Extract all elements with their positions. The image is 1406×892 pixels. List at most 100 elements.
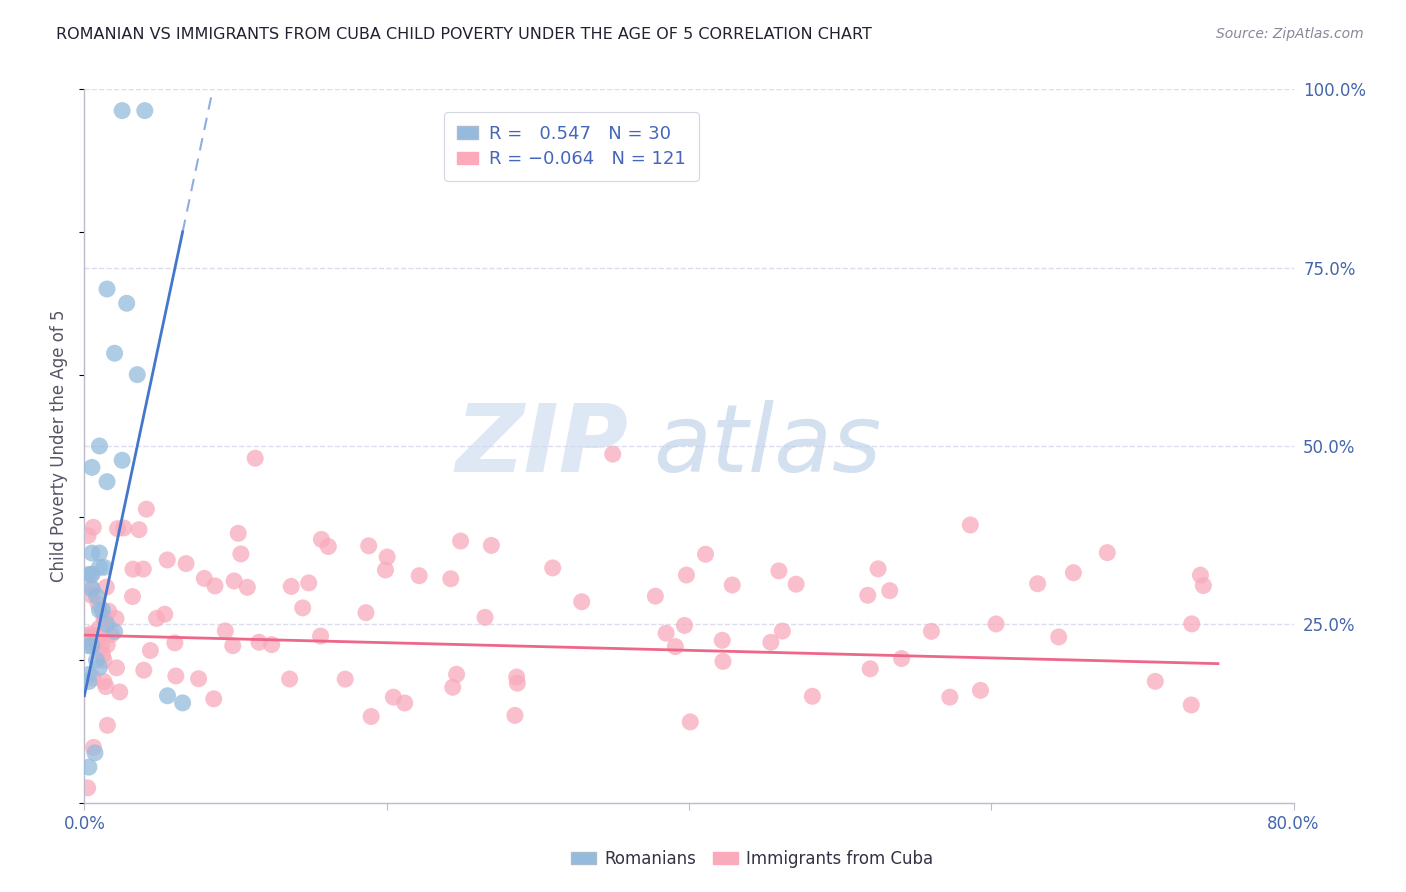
Point [174, 557, 197, 571]
Point [80, 546, 103, 560]
Point [96, 475, 118, 489]
Point [91, 648, 114, 662]
Point [204, 579, 226, 593]
Point [1047, 630, 1070, 644]
Point [541, 561, 564, 575]
Point [93, 674, 115, 689]
Point [108, 685, 131, 699]
Point [132, 562, 155, 576]
Point [505, 670, 527, 684]
Point [759, 635, 782, 649]
Point [374, 563, 396, 577]
Point [711, 633, 734, 648]
Point [77, 760, 100, 774]
Point [357, 539, 380, 553]
Point [193, 571, 215, 585]
Point [226, 526, 249, 541]
Point [675, 568, 697, 582]
Point [868, 562, 890, 576]
Point [856, 588, 879, 602]
Point [664, 640, 686, 654]
Point [104, 611, 127, 625]
Point [309, 629, 332, 643]
Point [298, 575, 321, 590]
Point [785, 577, 807, 591]
Point [172, 696, 194, 710]
Point [80, 460, 103, 475]
Point [382, 690, 405, 705]
Text: ZIP: ZIP [456, 400, 628, 492]
Point [80, 627, 103, 641]
Point [711, 654, 734, 668]
Text: ROMANIAN VS IMMIGRANTS FROM CUBA CHILD POVERTY UNDER THE AGE OF 5 CORRELATION CH: ROMANIAN VS IMMIGRANTS FROM CUBA CHILD P… [56, 27, 872, 42]
Point [89, 546, 111, 560]
Point [77, 639, 100, 653]
Point [94, 610, 117, 624]
Legend: R =   0.547   N = 30, R = −0.064   N = 121: R = 0.547 N = 30, R = −0.064 N = 121 [444, 112, 699, 181]
Point [93, 612, 115, 626]
Point [115, 296, 138, 310]
Point [224, 574, 246, 588]
Point [890, 651, 912, 665]
Point [122, 562, 145, 576]
Point [127, 368, 149, 382]
Point [96, 638, 118, 652]
Point [1189, 568, 1212, 582]
Point [1192, 578, 1215, 592]
Point [1180, 698, 1202, 712]
Point [86, 589, 108, 603]
Point [156, 553, 179, 567]
Point [96, 282, 118, 296]
Point [89, 660, 111, 674]
Point [214, 624, 236, 638]
Point [134, 103, 156, 118]
Point [153, 607, 176, 622]
Point [1026, 576, 1049, 591]
Point [96, 580, 118, 594]
Point [506, 676, 529, 690]
Point [104, 346, 127, 360]
Point [222, 639, 245, 653]
Text: atlas: atlas [652, 401, 882, 491]
Point [202, 691, 225, 706]
Point [89, 603, 111, 617]
Point [82, 671, 104, 685]
Point [1062, 566, 1084, 580]
Point [89, 439, 111, 453]
Point [83, 740, 105, 755]
Point [939, 690, 962, 705]
Point [112, 521, 135, 535]
Point [644, 589, 666, 603]
Point [156, 689, 179, 703]
Point [920, 624, 942, 639]
Point [93, 560, 115, 574]
Point [879, 583, 901, 598]
Point [77, 567, 100, 582]
Point [278, 672, 301, 686]
Point [1097, 546, 1119, 560]
Point [571, 595, 593, 609]
Point [441, 680, 464, 694]
Point [354, 606, 377, 620]
Point [602, 447, 624, 461]
Point [446, 667, 468, 681]
Point [86, 653, 108, 667]
Point [80, 567, 103, 582]
Point [94, 680, 117, 694]
Point [91, 603, 114, 617]
Point [96, 617, 118, 632]
Point [86, 636, 108, 650]
Point [128, 523, 150, 537]
Point [86, 629, 108, 643]
Point [105, 661, 128, 675]
Point [135, 502, 157, 516]
Point [770, 624, 793, 638]
Point [87, 597, 110, 611]
Point [100, 627, 122, 641]
Point [139, 643, 162, 657]
Point [318, 540, 340, 554]
Point [440, 572, 463, 586]
Point [801, 690, 824, 704]
Point [673, 618, 696, 632]
Point [1144, 674, 1167, 689]
